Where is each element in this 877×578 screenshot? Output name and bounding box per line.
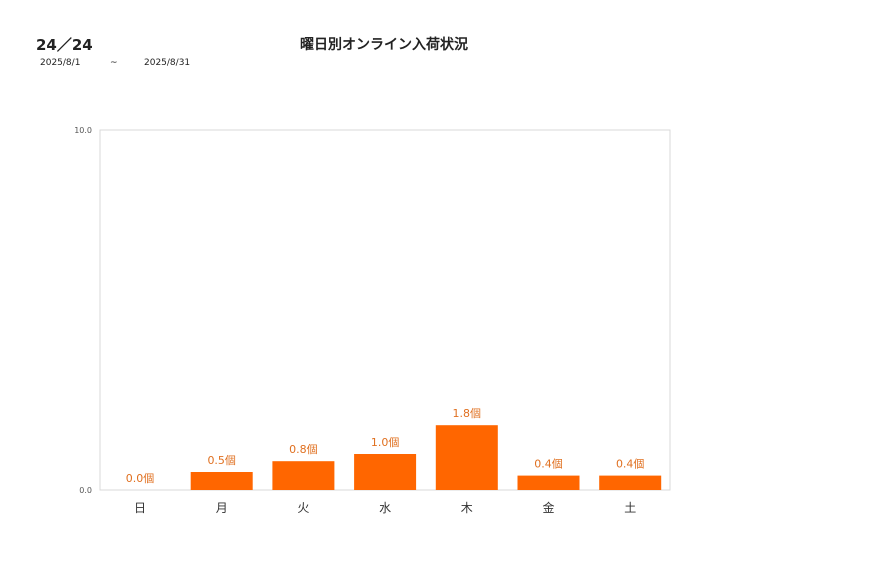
data-label: 0.4個 [616, 458, 645, 471]
chart-title: 曜日別オンライン入荷状況 [300, 37, 468, 53]
y-tick-label: 10.0 [74, 126, 92, 135]
x-tick-label: 火 [297, 501, 309, 515]
x-tick-label: 月 [216, 501, 228, 515]
x-tick-label: 金 [542, 500, 554, 515]
bar-4 [435, 425, 498, 490]
bar-5 [517, 475, 580, 490]
y-tick-label: 0.0 [79, 486, 92, 495]
data-label: 1.8個 [453, 407, 482, 420]
date-range-end: 2025/8/31 [144, 58, 191, 68]
data-label: 0.5個 [207, 454, 236, 467]
bar-3 [354, 454, 417, 490]
data-label: 0.4個 [534, 458, 563, 471]
x-tick-label: 水 [379, 501, 391, 515]
date-range-separator: ~ [110, 58, 118, 68]
data-label: 0.8個 [289, 443, 318, 456]
bar-2 [272, 461, 335, 490]
page-counter: 24／24 [36, 36, 93, 54]
data-label: 1.0個 [371, 436, 400, 449]
bar-6 [599, 475, 662, 490]
bar-1 [190, 472, 253, 490]
x-tick-label: 木 [461, 501, 473, 515]
date-range-start: 2025/8/1 [40, 58, 81, 68]
x-tick-label: 土 [624, 501, 636, 515]
data-label: 0.0個 [126, 472, 155, 485]
x-tick-label: 日 [134, 501, 146, 515]
